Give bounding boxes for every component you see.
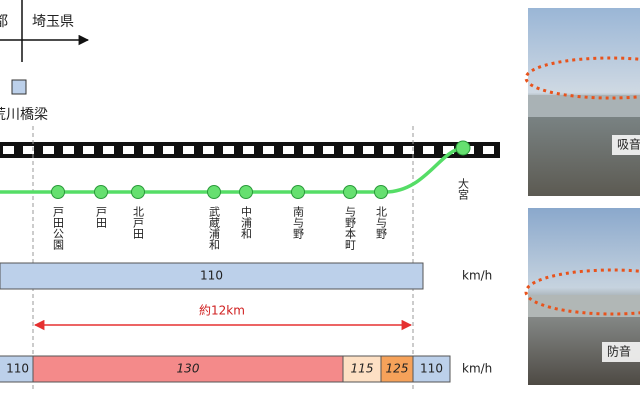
tie <box>363 146 374 154</box>
tie <box>63 146 74 154</box>
speed-label: 110 <box>6 362 29 376</box>
tie <box>323 146 334 154</box>
tie <box>443 146 454 154</box>
station-dot <box>131 185 145 199</box>
highlight <box>524 56 640 100</box>
key-right: 埼玉県 <box>32 14 74 30</box>
terminal-label: 大宮 <box>457 177 470 201</box>
tie <box>3 146 14 154</box>
key-left: 都 <box>0 14 8 30</box>
speed-segment <box>0 262 424 290</box>
tie <box>123 146 134 154</box>
tie <box>263 146 274 154</box>
tie <box>23 146 34 154</box>
tie <box>103 146 114 154</box>
tie <box>383 146 394 154</box>
tie <box>403 146 414 154</box>
bridge-label: 荒川橋梁 <box>0 107 48 123</box>
tie <box>343 146 354 154</box>
station-label: 戸田 <box>95 206 108 228</box>
speed-segment <box>412 355 451 383</box>
station-dot <box>207 185 221 199</box>
station-dot <box>239 185 253 199</box>
speed-unit: km/h <box>462 362 492 376</box>
tie <box>283 146 294 154</box>
speed-label: 125 <box>386 362 409 376</box>
station-dot <box>51 185 65 199</box>
station-label: 南与野 <box>292 206 305 239</box>
distance-label: 約12km <box>199 303 245 318</box>
tie <box>223 146 234 154</box>
station-label: 北与野 <box>375 206 388 239</box>
tie <box>183 146 194 154</box>
tie <box>83 146 94 154</box>
photo-wall <box>528 295 640 317</box>
bridge-icon <box>11 79 27 95</box>
route-line <box>0 146 464 194</box>
tie <box>43 146 54 154</box>
station-dot <box>343 185 357 199</box>
tie <box>203 146 214 154</box>
station-dot <box>374 185 388 199</box>
station-label: 中浦和 <box>240 206 253 240</box>
station-dot <box>455 140 471 156</box>
speed-unit: km/h <box>462 269 492 283</box>
tie <box>423 146 434 154</box>
tie <box>163 146 174 154</box>
station-label: 北戸田 <box>132 206 145 239</box>
station-label: 戸田公園 <box>52 206 65 251</box>
tie <box>243 146 254 154</box>
station-dot <box>94 185 108 199</box>
speed-segment <box>32 355 344 383</box>
speed-label: 115 <box>351 362 374 376</box>
speed-segment <box>380 355 414 383</box>
speed-label: 110 <box>420 362 443 376</box>
speed-segment <box>0 355 34 383</box>
station-dot <box>291 185 305 199</box>
station-label: 武蔵浦和 <box>208 206 221 251</box>
tie <box>303 146 314 154</box>
highlight <box>524 268 640 316</box>
speed-label: 130 <box>177 362 200 376</box>
tie <box>483 146 494 154</box>
caption-bg <box>612 135 640 155</box>
speed-label: 110 <box>200 269 223 283</box>
track-ties <box>3 146 494 154</box>
photo-wall <box>528 95 640 117</box>
caption-bg <box>602 342 640 362</box>
speed-segment <box>342 355 382 383</box>
station-label: 与野本町 <box>344 206 357 250</box>
photo-caption: 吸音 <box>617 137 640 152</box>
photo-caption: 防音 <box>607 344 631 359</box>
tie <box>143 146 154 154</box>
